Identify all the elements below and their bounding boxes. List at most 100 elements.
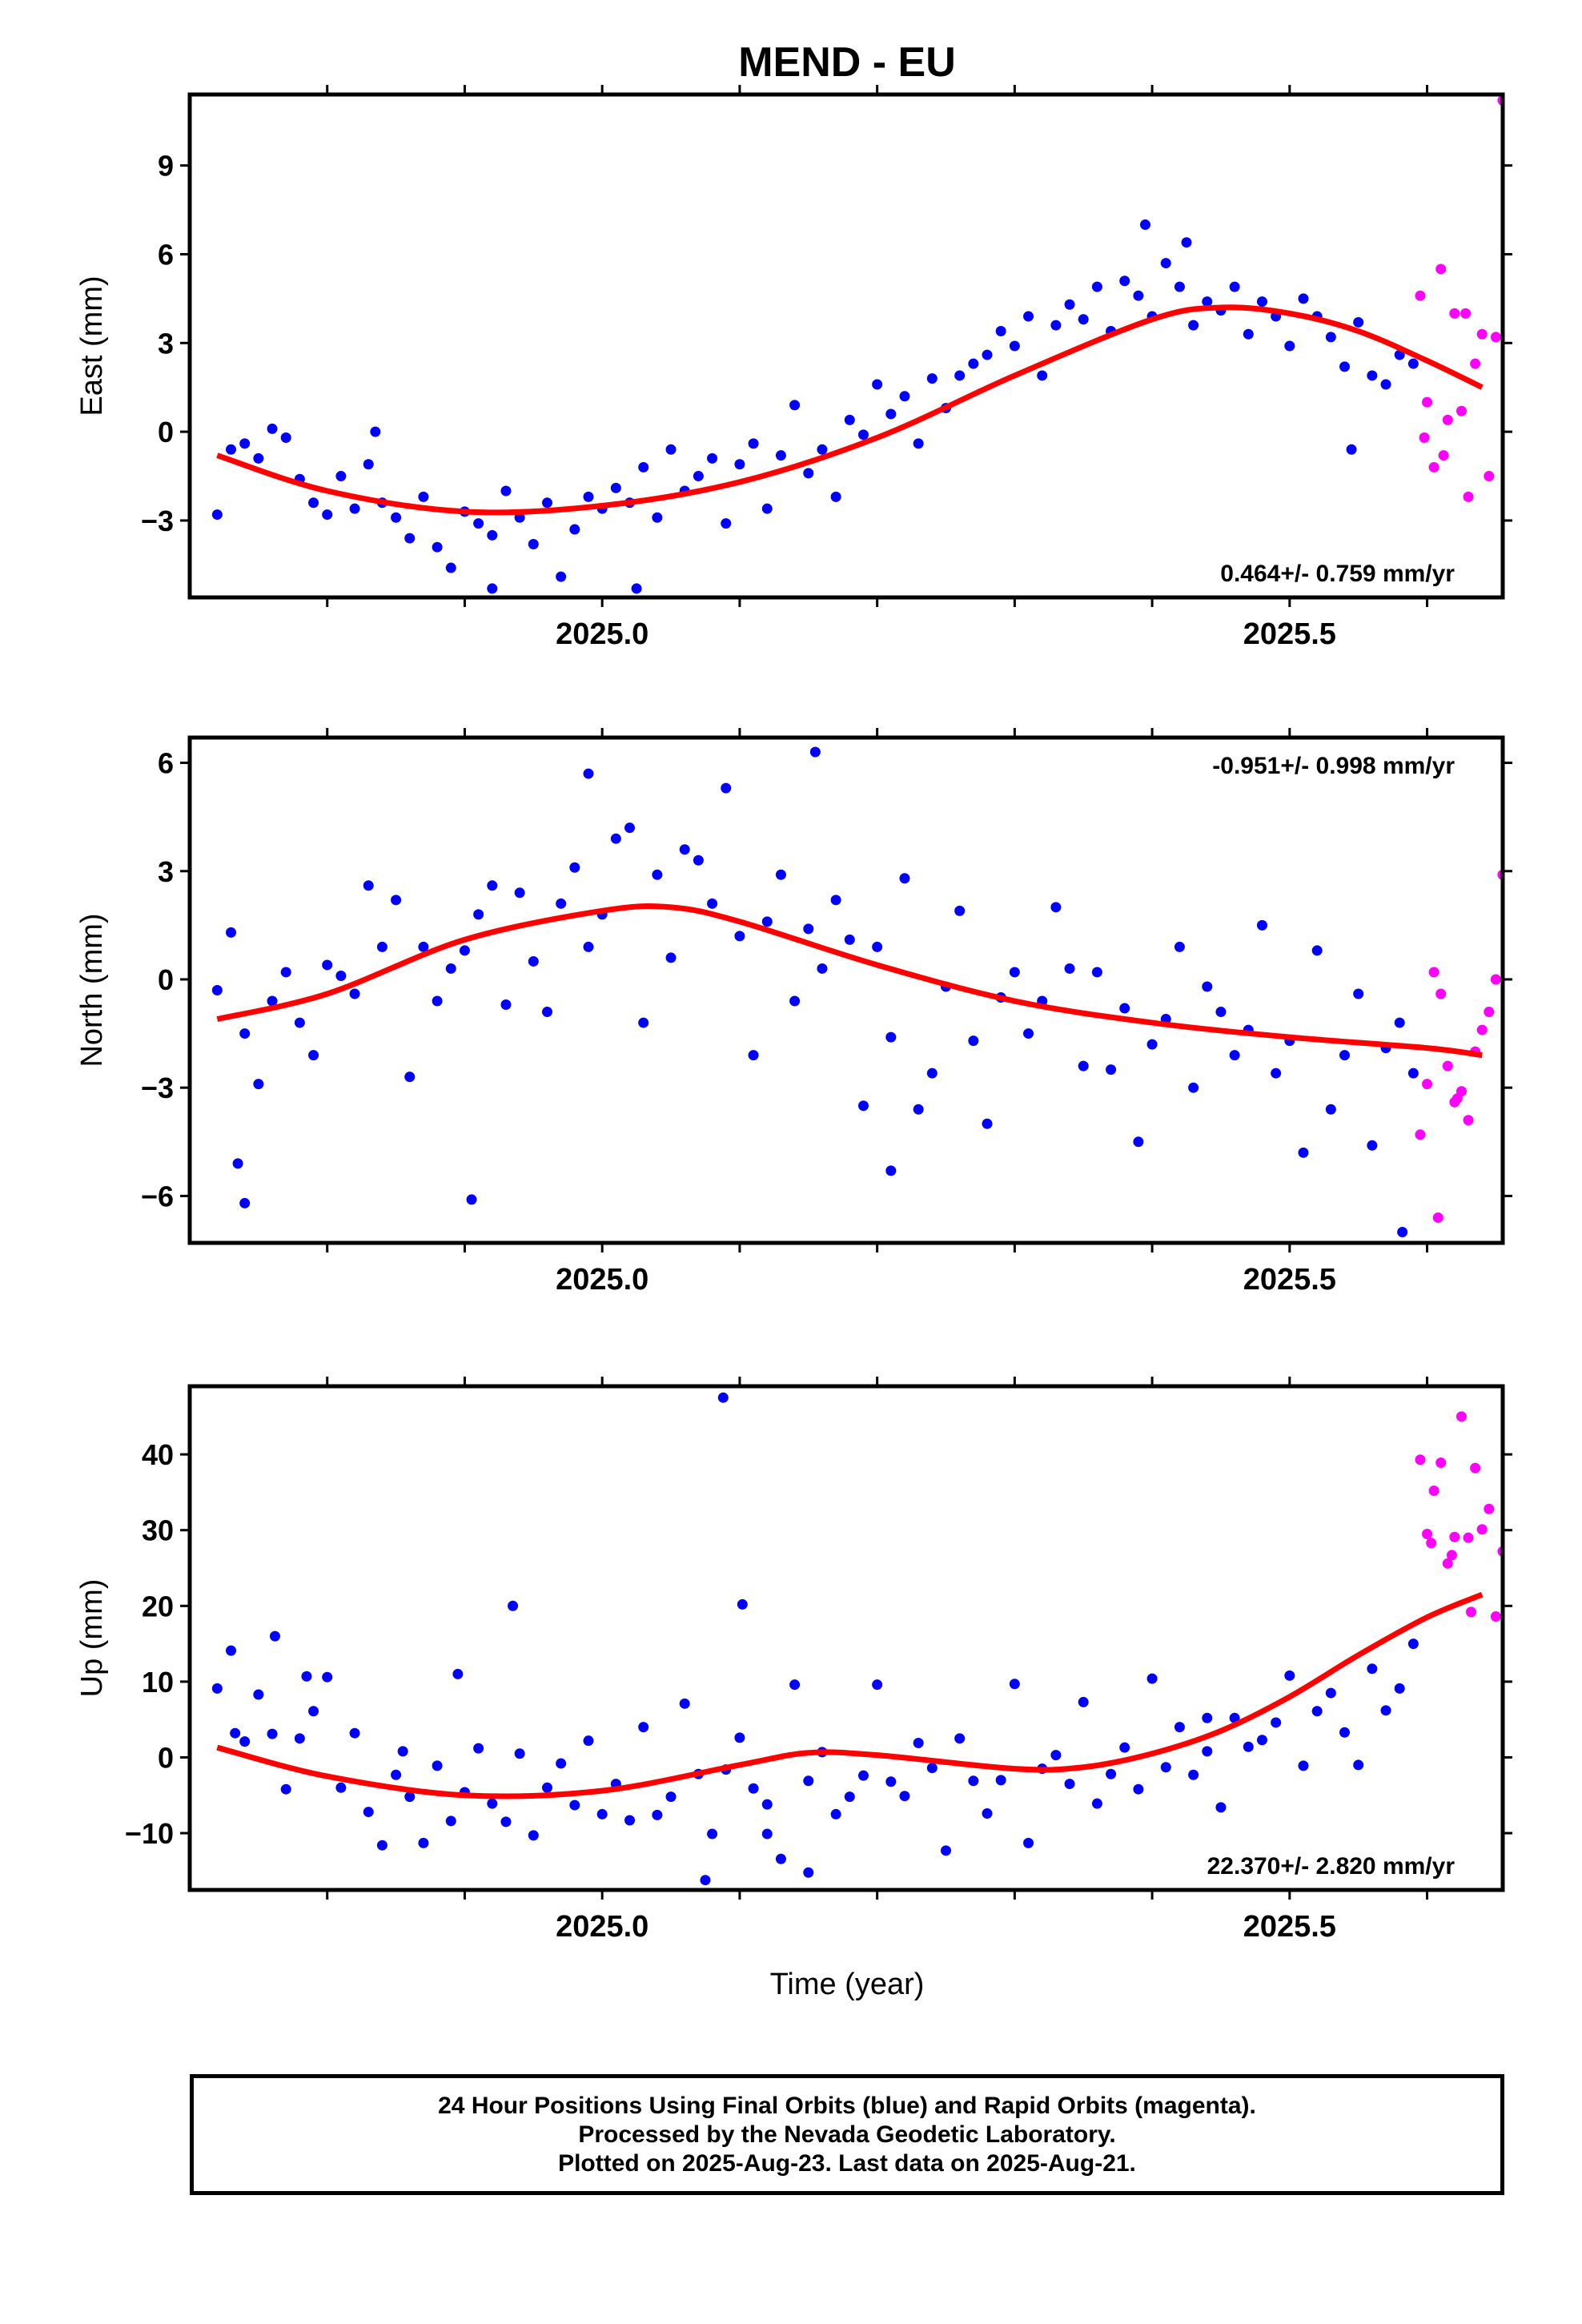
east-final-point (569, 524, 580, 535)
east-rapid-point (1449, 308, 1460, 319)
east-final-point (1140, 219, 1151, 231)
east-final-point (418, 491, 429, 502)
east-final-point (1078, 314, 1089, 325)
up-final-point (269, 1630, 280, 1642)
up-final-point (1146, 1673, 1158, 1684)
up-final-point (734, 1732, 745, 1743)
up-rapid-point (1490, 1611, 1501, 1622)
up-final-point (899, 1791, 910, 1802)
north-rapid-point (1484, 1007, 1495, 1018)
east-final-point (1133, 290, 1144, 301)
east-final-point (226, 444, 237, 455)
north-final-point (528, 955, 539, 967)
north-final-point (1202, 981, 1213, 992)
up-final-point (1367, 1663, 1378, 1675)
north-final-point (1298, 1147, 1309, 1158)
up-final-point (624, 1815, 636, 1826)
north-final-point (707, 898, 718, 909)
east-final-point (1181, 237, 1192, 248)
up-final-point (363, 1807, 374, 1818)
up-final-point (803, 1867, 814, 1878)
north-final-point (748, 1050, 759, 1061)
east-final-point (652, 512, 663, 523)
up-final-point (239, 1736, 251, 1747)
east-final-point (734, 459, 745, 470)
up-final-point (230, 1727, 241, 1739)
up-final-point (717, 1392, 729, 1403)
up-final-point (1325, 1687, 1336, 1699)
east-frame (187, 92, 1505, 600)
east-final-point (432, 541, 443, 553)
north-final-point (232, 1158, 243, 1169)
east-final-point (335, 471, 347, 482)
up-rapid-point (1428, 1486, 1439, 1497)
north-final-point (1119, 1003, 1130, 1014)
north-final-point (885, 1031, 897, 1043)
east-final-point (872, 379, 883, 390)
east-final-point (583, 491, 594, 502)
up-ytick-label: 40 (142, 1438, 174, 1471)
up-rapid-point (1466, 1606, 1477, 1618)
north-final-point (583, 941, 594, 952)
east-final-point (1037, 370, 1048, 381)
east-ylabel: East (mm) (75, 275, 109, 416)
up-final-point (1133, 1783, 1144, 1795)
up-final-point (1284, 1670, 1295, 1681)
up-rapid-point (1415, 1454, 1426, 1466)
north-final-point (445, 963, 456, 974)
north-final-point (391, 895, 402, 906)
up-final-point (1202, 1712, 1213, 1723)
up-final-point (638, 1722, 649, 1733)
north-final-point (1064, 963, 1075, 974)
north-final-point (1078, 1060, 1089, 1072)
up-xtick-label: 2025.0 (556, 1910, 648, 1944)
up-final-point (1311, 1706, 1323, 1717)
east-final-point (1284, 340, 1295, 352)
east-final-point (528, 539, 539, 550)
up-final-point (995, 1775, 1006, 1786)
north-final-point (803, 923, 814, 935)
north-final-point (610, 833, 621, 844)
up-final-point (941, 1845, 952, 1856)
north-final-point (376, 941, 387, 952)
north-rapid-point (1442, 1060, 1453, 1072)
east-final-point (514, 512, 525, 523)
up-final-point (445, 1815, 456, 1827)
north-rapid-point (1490, 974, 1501, 985)
up-final-point (541, 1782, 552, 1793)
east-final-point (899, 391, 910, 402)
east-final-point (211, 509, 223, 521)
east-final-point (844, 414, 855, 425)
east-final-point (1339, 361, 1351, 372)
north-final-point (1367, 1140, 1378, 1151)
up-rapid-point (1435, 1458, 1447, 1469)
east-final-point (1298, 293, 1309, 304)
east-final-point (1091, 281, 1102, 292)
up-final-point (432, 1760, 443, 1771)
up-final-point (211, 1683, 223, 1694)
figure-title: MEND - EU (738, 39, 956, 86)
up-final-point (1119, 1742, 1130, 1753)
north-final-point (294, 1017, 305, 1028)
east-rapid-point (1435, 263, 1447, 275)
up-rate-label: 22.370+/- 2.820 mm/yr (1207, 1853, 1456, 1880)
east-ytick-label: −3 (141, 505, 174, 537)
east-final-point (1188, 320, 1199, 331)
east-final-point (1380, 379, 1391, 390)
east-final-point (885, 408, 897, 420)
up-final-point (954, 1733, 966, 1744)
up-final-point (844, 1791, 855, 1803)
north-final-point (239, 1197, 251, 1208)
east-final-point (926, 373, 938, 384)
up-final-point (789, 1679, 801, 1691)
east-final-point (721, 518, 732, 529)
east-ytick-label: 3 (158, 327, 174, 360)
north-final-point (1215, 1007, 1227, 1018)
north-final-point (775, 869, 786, 880)
east-final-point (541, 497, 552, 509)
east-final-point (363, 459, 374, 470)
east-final-point (1119, 275, 1130, 287)
north-final-point (693, 854, 704, 866)
north-frame (187, 735, 1505, 1245)
footer-line-1: 24 Hour Positions Using Final Orbits (bl… (438, 2092, 1256, 2119)
